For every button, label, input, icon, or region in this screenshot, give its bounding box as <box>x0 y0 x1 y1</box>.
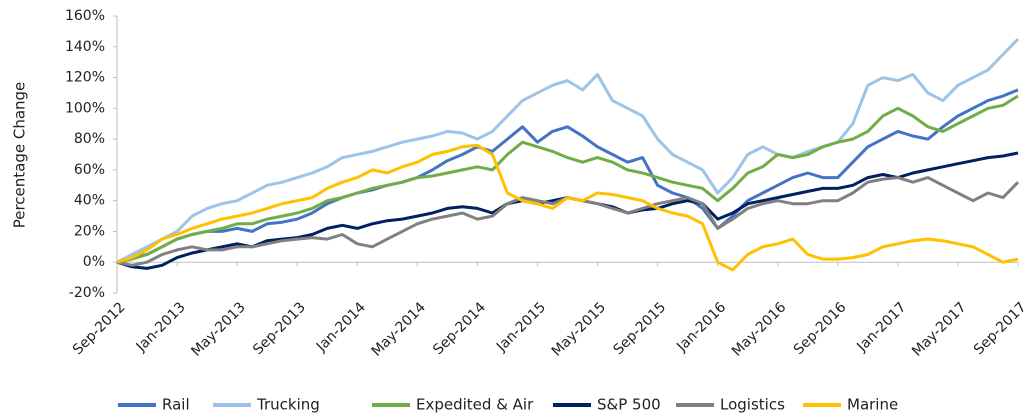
series-line <box>116 88 1019 264</box>
y-tick-label: 100% <box>65 100 105 116</box>
series-line <box>116 94 1019 264</box>
y-tick-label: 160% <box>65 8 105 24</box>
x-tick-label: May-2016 <box>729 299 789 359</box>
x-tick-label: May-2015 <box>549 299 609 359</box>
y-tick-label: 20% <box>74 223 105 239</box>
legend-label: S&P 500 <box>597 396 661 414</box>
x-tick-label: Sep-2016 <box>791 299 850 358</box>
legend-label: Rail <box>162 396 190 414</box>
x-tick-label: May-2014 <box>369 299 429 359</box>
legend-label: Logistics <box>720 396 785 414</box>
legend-label: Trucking <box>256 396 320 414</box>
y-tick-label: -20% <box>69 285 105 301</box>
x-tick-label: Jan-2017 <box>853 299 909 355</box>
y-axis-label: Percentage Change <box>11 82 29 229</box>
x-tick-label: Sep-2015 <box>611 299 670 358</box>
y-tick-label: 60% <box>74 162 105 178</box>
x-tick-label: Jan-2015 <box>493 299 549 355</box>
x-tick-label: Jan-2013 <box>133 299 189 355</box>
x-tick-label: Sep-2014 <box>430 299 489 358</box>
y-tick-label: 140% <box>65 39 105 55</box>
x-tick-label: Jan-2014 <box>313 299 369 355</box>
y-tick-label: 80% <box>74 131 105 147</box>
y-tick-label: 0% <box>83 254 105 270</box>
series-line <box>116 176 1020 267</box>
x-tick-label: May-2017 <box>909 299 969 359</box>
y-tick-label: 40% <box>74 193 105 209</box>
legend-label: Marine <box>847 396 898 414</box>
x-tick-label: Sep-2017 <box>971 299 1030 358</box>
legend-label: Expedited & Air <box>416 396 534 414</box>
series-line <box>116 143 1019 272</box>
x-tick-label: Jan-2016 <box>673 299 729 355</box>
series-line <box>116 151 1019 270</box>
x-tick-label: May-2013 <box>188 299 248 359</box>
series-line <box>116 38 1020 264</box>
x-tick-label: Sep-2013 <box>250 299 309 358</box>
x-tick-label: Sep-2012 <box>70 299 129 358</box>
y-tick-label: 120% <box>65 70 105 86</box>
